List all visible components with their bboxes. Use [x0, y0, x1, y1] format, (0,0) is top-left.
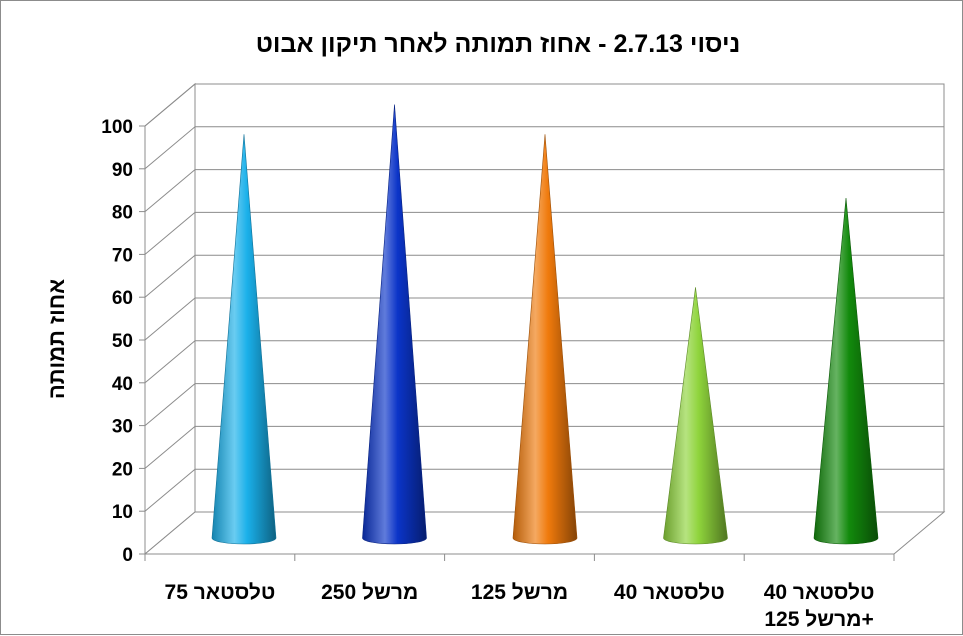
- gridline: [144, 83, 944, 127]
- x-category-label: טלסטאר 75: [165, 581, 276, 604]
- y-tick-label: 80: [112, 203, 133, 224]
- y-tick-labels: 0 10 20 30 40 50 60 70 80 90 100: [101, 117, 895, 566]
- x-category-labels: טלסטאר 75 מרשל 250 מרשל 125 טלסטאר 40 טלסטאר…: [165, 581, 875, 631]
- gridline: [144, 126, 944, 170]
- y-tick-label: 10: [112, 502, 133, 523]
- gridline: [144, 169, 944, 212]
- y-tick-label: 60: [112, 288, 133, 309]
- x-category-label: טלסטאר 40: [614, 581, 725, 604]
- gridline: [144, 211, 944, 255]
- y-tick-label: 50: [112, 331, 133, 352]
- y-tick-label: 0: [122, 545, 133, 566]
- x-category-label: מרשל 250: [321, 581, 418, 604]
- cone-2: [362, 104, 427, 545]
- cone-5: [813, 197, 879, 545]
- cone-body: [362, 104, 427, 545]
- cone-body: [813, 197, 879, 545]
- x-category-label: טלסטאר 40: [764, 581, 875, 604]
- y-tick-label: 30: [112, 417, 133, 438]
- cones: [211, 104, 879, 545]
- cone-body: [512, 134, 578, 545]
- cone-3: [512, 134, 578, 545]
- x-category-label: +מרשל 125: [764, 608, 873, 631]
- y-axis-label: אחוז תמותה: [44, 279, 69, 399]
- x-category-label: מרשל 125: [471, 581, 568, 604]
- cone-1: [211, 134, 277, 545]
- cone-body: [663, 287, 728, 545]
- gridline: [144, 254, 944, 298]
- chart-title: ניסוי 2.7.13 - אחוז תמותה לאחר תיקון אבו…: [256, 30, 741, 58]
- y-tick-label: 70: [112, 245, 133, 266]
- y-tick-label: 90: [112, 160, 133, 181]
- cone-body: [211, 134, 277, 545]
- y-tick-label: 100: [101, 117, 133, 138]
- y-tick-label: 40: [112, 374, 133, 395]
- y-tick-label: 20: [112, 459, 133, 480]
- cone-4: [663, 287, 728, 545]
